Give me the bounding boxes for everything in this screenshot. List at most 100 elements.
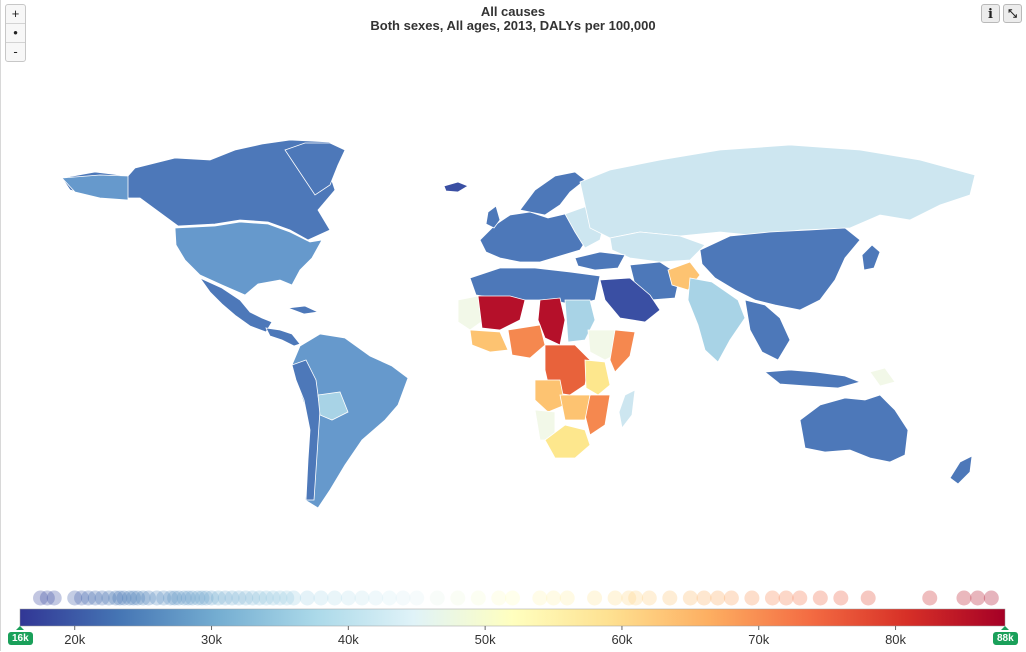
country-dot[interactable] bbox=[368, 590, 384, 606]
region-png[interactable] bbox=[869, 367, 896, 387]
country-dot[interactable] bbox=[922, 590, 938, 606]
country-dot[interactable] bbox=[272, 590, 288, 606]
country-dot[interactable] bbox=[33, 590, 49, 606]
country-dot[interactable] bbox=[409, 590, 425, 606]
country-dot[interactable] bbox=[217, 590, 233, 606]
region-australia[interactable] bbox=[799, 394, 909, 463]
country-dot[interactable] bbox=[662, 590, 678, 606]
country-dot[interactable] bbox=[607, 590, 623, 606]
region-alaska[interactable] bbox=[61, 174, 129, 201]
region-mexico[interactable] bbox=[198, 277, 273, 333]
country-dot[interactable] bbox=[696, 590, 712, 606]
country-dot[interactable] bbox=[778, 590, 794, 606]
country-dot[interactable] bbox=[210, 590, 226, 606]
region-china[interactable] bbox=[699, 227, 861, 311]
country-dot[interactable] bbox=[628, 590, 644, 606]
country-dot[interactable] bbox=[313, 590, 329, 606]
country-dot[interactable] bbox=[116, 590, 132, 606]
country-dot[interactable] bbox=[970, 590, 986, 606]
country-dot[interactable] bbox=[238, 590, 254, 606]
region-gulf-of-guinea[interactable] bbox=[469, 329, 509, 353]
region-southeast-asia[interactable] bbox=[744, 299, 791, 361]
country-dot[interactable] bbox=[764, 590, 780, 606]
country-dot[interactable] bbox=[224, 590, 240, 606]
country-dot[interactable] bbox=[258, 590, 274, 606]
country-dot[interactable] bbox=[299, 590, 315, 606]
region-kazakhstan[interactable] bbox=[609, 231, 706, 263]
info-icon[interactable]: i bbox=[981, 4, 1000, 23]
region-madagascar[interactable] bbox=[618, 389, 636, 429]
country-dot[interactable] bbox=[860, 590, 876, 606]
country-dot[interactable] bbox=[121, 590, 137, 606]
country-dot[interactable] bbox=[46, 590, 62, 606]
country-dot[interactable] bbox=[812, 590, 828, 606]
region-uk[interactable] bbox=[485, 205, 501, 229]
region-greenland[interactable] bbox=[284, 142, 346, 196]
region-cuba[interactable] bbox=[287, 305, 320, 315]
country-dot[interactable] bbox=[956, 590, 972, 606]
region-andes-west[interactable] bbox=[291, 359, 321, 501]
region-turkey[interactable] bbox=[574, 251, 626, 271]
country-dot[interactable] bbox=[156, 590, 172, 606]
legend-max-handle[interactable]: 88k bbox=[993, 626, 1018, 645]
region-usa[interactable] bbox=[174, 221, 323, 296]
region-india[interactable] bbox=[687, 277, 746, 363]
region-japan[interactable] bbox=[861, 244, 881, 271]
region-west-africa-pale[interactable] bbox=[457, 295, 485, 331]
country-dot[interactable] bbox=[354, 590, 370, 606]
country-dot[interactable] bbox=[532, 590, 548, 606]
region-nigeria[interactable] bbox=[507, 324, 546, 359]
country-dot[interactable] bbox=[587, 590, 603, 606]
region-canada[interactable] bbox=[61, 139, 336, 241]
country-dot[interactable] bbox=[251, 590, 267, 606]
country-dot[interactable] bbox=[792, 590, 808, 606]
region-east-africa[interactable] bbox=[584, 359, 611, 396]
country-dot[interactable] bbox=[546, 590, 562, 606]
region-southern-africa[interactable] bbox=[544, 424, 591, 459]
country-dot[interactable] bbox=[194, 590, 210, 606]
zoom-out-button[interactable]: - bbox=[13, 44, 18, 59]
country-dot[interactable] bbox=[149, 590, 165, 606]
region-bolivia[interactable] bbox=[317, 391, 349, 421]
country-dot[interactable] bbox=[112, 590, 128, 606]
country-dot[interactable] bbox=[340, 590, 356, 606]
shrink-icon[interactable]: ⤡ bbox=[1003, 4, 1022, 23]
region-mali-niger[interactable] bbox=[477, 295, 526, 331]
country-dot[interactable] bbox=[74, 590, 90, 606]
country-dot[interactable] bbox=[126, 590, 142, 606]
country-dot[interactable] bbox=[184, 590, 200, 606]
country-dot[interactable] bbox=[381, 590, 397, 606]
country-dot[interactable] bbox=[491, 590, 507, 606]
legend-min-handle[interactable]: 16k bbox=[8, 626, 33, 645]
country-dot[interactable] bbox=[265, 590, 281, 606]
region-saudi-arabia[interactable] bbox=[599, 277, 661, 323]
country-dot[interactable] bbox=[204, 590, 220, 606]
country-dot[interactable] bbox=[710, 590, 726, 606]
region-zambia[interactable] bbox=[559, 394, 591, 421]
country-dot[interactable] bbox=[833, 590, 849, 606]
world-map[interactable] bbox=[0, 0, 1026, 520]
country-dot[interactable] bbox=[198, 590, 214, 606]
country-dot[interactable] bbox=[429, 590, 445, 606]
country-dot[interactable] bbox=[327, 590, 343, 606]
country-dot[interactable] bbox=[167, 590, 183, 606]
region-somalia[interactable] bbox=[609, 329, 636, 373]
zoom-in-button[interactable]: + bbox=[6, 5, 25, 24]
country-dot[interactable] bbox=[141, 590, 157, 606]
country-dot[interactable] bbox=[67, 590, 83, 606]
country-dot[interactable] bbox=[286, 590, 302, 606]
country-dot[interactable] bbox=[641, 590, 657, 606]
country-dot[interactable] bbox=[450, 590, 466, 606]
country-dot[interactable] bbox=[39, 590, 55, 606]
country-dot[interactable] bbox=[505, 590, 520, 606]
country-dot[interactable] bbox=[101, 590, 117, 606]
region-new-zealand[interactable] bbox=[949, 455, 973, 485]
region-indonesia[interactable] bbox=[763, 369, 862, 389]
country-dot[interactable] bbox=[130, 590, 146, 606]
country-dot[interactable] bbox=[744, 590, 760, 606]
country-dot[interactable] bbox=[682, 590, 698, 606]
region-angola[interactable] bbox=[534, 379, 566, 413]
country-dot[interactable] bbox=[983, 590, 999, 606]
country-dot[interactable] bbox=[80, 590, 96, 606]
